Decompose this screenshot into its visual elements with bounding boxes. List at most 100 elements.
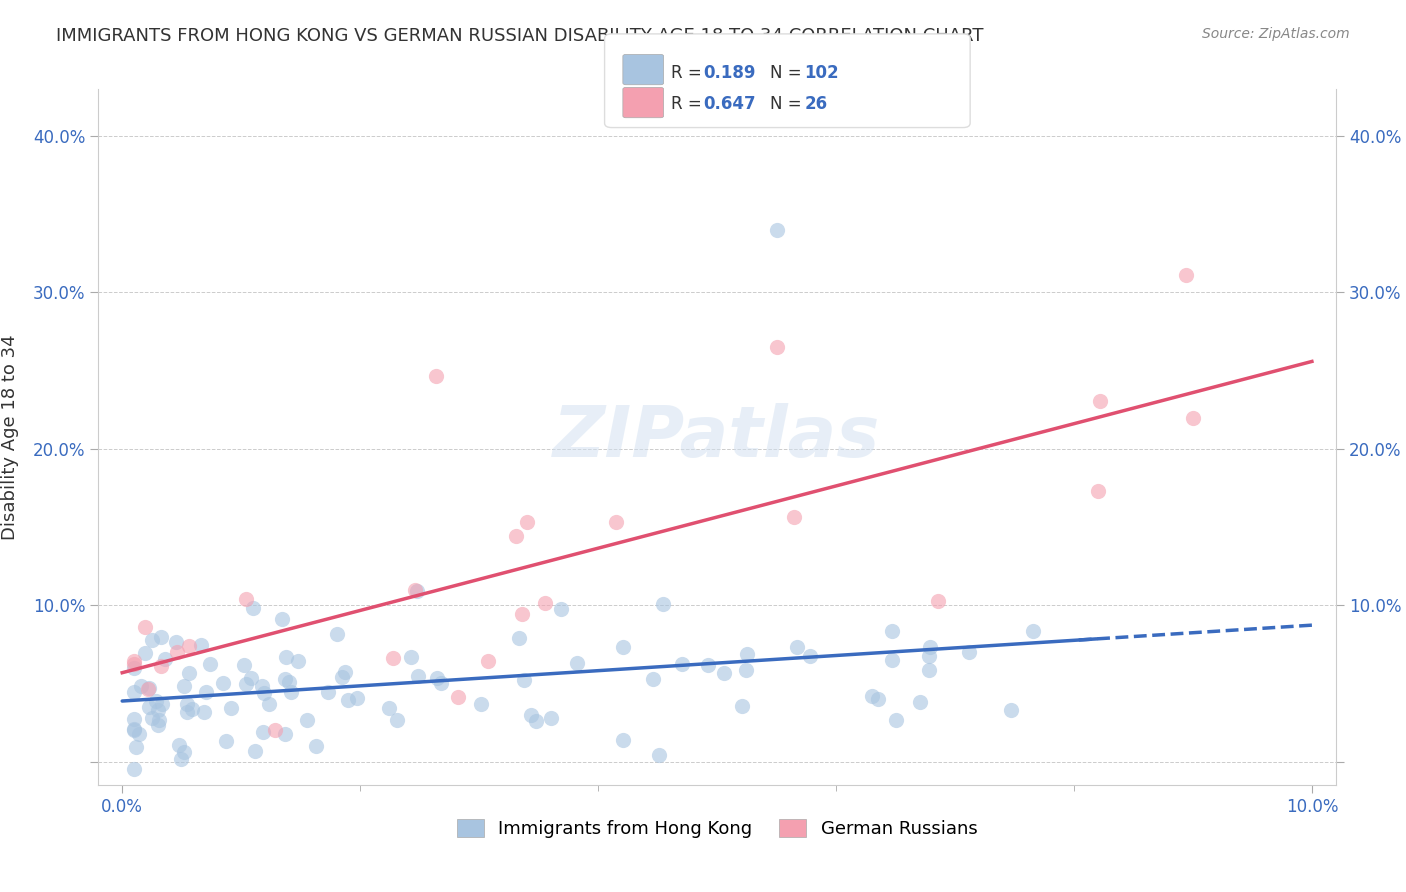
Point <box>1090 394 1112 409</box>
Point <box>406 584 429 599</box>
Point <box>166 645 188 659</box>
Point <box>510 607 533 621</box>
Point <box>534 595 557 609</box>
Point <box>278 675 301 690</box>
Point <box>141 632 163 647</box>
Point <box>176 697 198 711</box>
Text: 0.647: 0.647 <box>703 95 755 113</box>
Point <box>235 677 257 691</box>
Point <box>141 711 163 725</box>
Point <box>257 697 280 711</box>
Point <box>153 652 176 666</box>
Point <box>274 727 297 741</box>
Point <box>1022 624 1045 638</box>
Point <box>263 723 285 738</box>
Point <box>165 635 187 649</box>
Point <box>567 656 589 670</box>
Legend: Immigrants from Hong Kong, German Russians: Immigrants from Hong Kong, German Russia… <box>450 812 984 846</box>
Point <box>1181 410 1204 425</box>
Point <box>696 658 718 673</box>
Point <box>297 713 319 727</box>
Point <box>219 701 242 715</box>
Point <box>918 663 941 677</box>
Point <box>612 732 634 747</box>
Point <box>430 675 453 690</box>
Point <box>122 722 145 736</box>
Point <box>122 762 145 776</box>
Point <box>605 515 627 529</box>
Point <box>1000 704 1022 718</box>
Y-axis label: Disability Age 18 to 34: Disability Age 18 to 34 <box>1 334 18 540</box>
Point <box>783 510 806 524</box>
Point <box>148 703 170 717</box>
Point <box>148 713 170 727</box>
Point <box>146 718 169 732</box>
Point <box>274 672 297 686</box>
Point <box>526 714 548 728</box>
Point <box>377 701 399 715</box>
Point <box>150 697 173 711</box>
Point <box>866 691 889 706</box>
Point <box>470 698 492 712</box>
Point <box>198 657 221 671</box>
Point <box>505 529 527 543</box>
Text: R =: R = <box>671 64 707 82</box>
Point <box>927 594 949 608</box>
Point <box>880 652 903 666</box>
Point <box>860 689 883 703</box>
Point <box>305 739 328 753</box>
Point <box>918 648 941 663</box>
Point <box>513 673 536 688</box>
Point <box>1175 268 1198 282</box>
Text: R =: R = <box>671 95 707 113</box>
Point <box>447 690 470 704</box>
Point <box>330 670 353 684</box>
Point <box>957 645 980 659</box>
Text: IMMIGRANTS FROM HONG KONG VS GERMAN RUSSIAN DISABILITY AGE 18 TO 34 CORRELATION : IMMIGRANTS FROM HONG KONG VS GERMAN RUSS… <box>56 27 984 45</box>
Point <box>252 725 274 739</box>
Point <box>404 582 426 597</box>
Point <box>190 638 212 652</box>
Point <box>737 647 759 661</box>
Point <box>799 648 821 663</box>
Point <box>194 685 217 699</box>
Point <box>280 685 302 699</box>
Point <box>167 738 190 752</box>
Point <box>731 699 754 714</box>
Point <box>122 684 145 698</box>
Point <box>122 723 145 737</box>
Point <box>177 666 200 681</box>
Text: 102: 102 <box>804 64 839 82</box>
Point <box>129 680 152 694</box>
Text: Source: ZipAtlas.com: Source: ZipAtlas.com <box>1202 27 1350 41</box>
Point <box>520 707 543 722</box>
Point <box>138 681 160 695</box>
Point <box>176 705 198 719</box>
Point <box>408 668 430 682</box>
Point <box>134 620 156 634</box>
Point <box>550 601 572 615</box>
Point <box>240 671 263 685</box>
Point <box>425 368 447 383</box>
Point <box>193 705 215 719</box>
Point <box>122 712 145 726</box>
Point <box>920 640 942 654</box>
Point <box>253 686 276 700</box>
Text: N =: N = <box>770 64 807 82</box>
Text: 0.189: 0.189 <box>703 64 755 82</box>
Point <box>401 650 423 665</box>
Point <box>516 515 538 529</box>
Point <box>540 711 562 725</box>
Point <box>134 646 156 660</box>
Point <box>426 671 449 685</box>
Point <box>786 640 808 654</box>
Point <box>250 679 273 693</box>
Point <box>271 612 294 626</box>
Point <box>287 654 309 668</box>
Point <box>508 631 530 645</box>
Point <box>765 223 787 237</box>
Point <box>128 727 150 741</box>
Point <box>170 752 193 766</box>
Point <box>145 693 167 707</box>
Point <box>122 657 145 671</box>
